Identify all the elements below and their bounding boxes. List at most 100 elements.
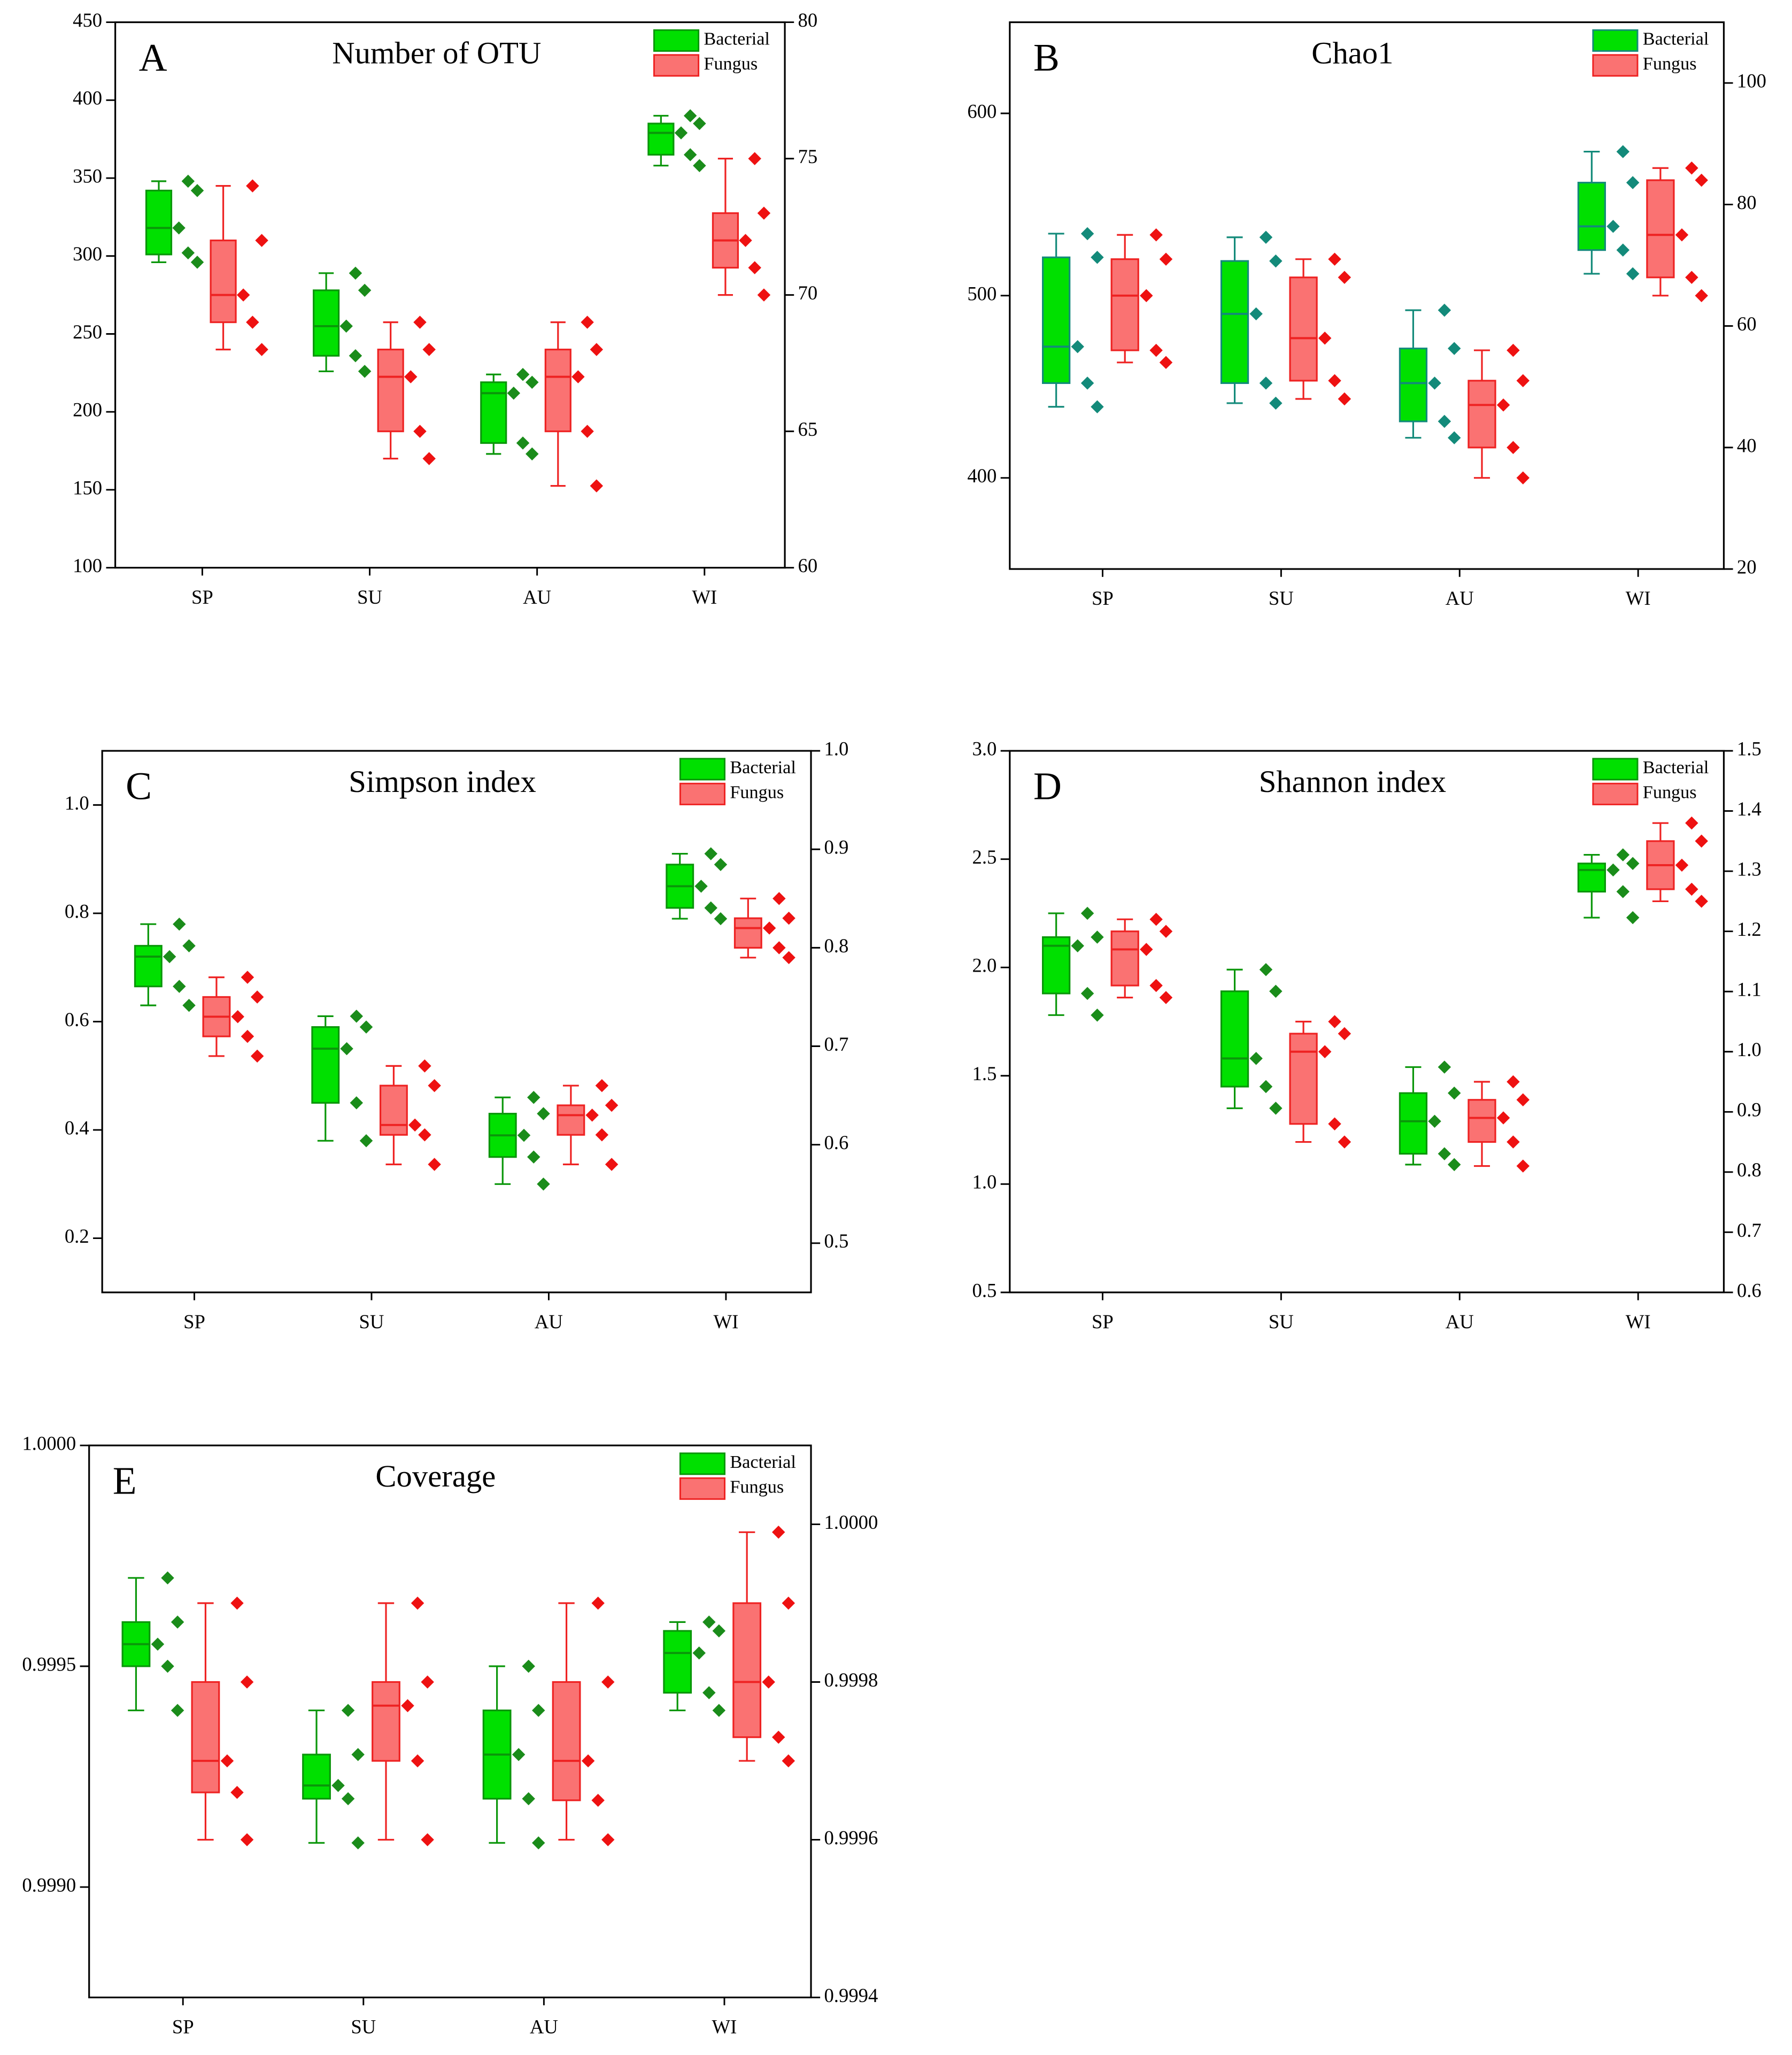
y2-tick-label: 0.8 [824, 935, 848, 957]
plot-frame [88, 1444, 812, 1998]
y-tick-label: 1.0000 [22, 1432, 76, 1454]
x-tick-label: WI [1626, 587, 1651, 609]
data-point [421, 1833, 434, 1846]
chart-title: Shannon index [1259, 764, 1446, 799]
data-point [1606, 863, 1620, 877]
y-tick-label: 500 [967, 282, 997, 304]
data-point [762, 1675, 775, 1689]
data-point [516, 436, 530, 450]
data-point [173, 980, 186, 993]
data-point [220, 1754, 234, 1768]
y2-tick-label: 80 [1737, 191, 1757, 213]
box [1399, 1092, 1428, 1155]
box [302, 1753, 331, 1800]
y2-tick-label: 0.9 [824, 836, 848, 858]
y-tick-label: 0.6 [65, 1009, 89, 1030]
data-point [241, 971, 254, 984]
y-tick-label: 250 [73, 321, 102, 343]
box [732, 1602, 762, 1738]
box [210, 240, 237, 324]
data-point [601, 1675, 615, 1689]
data-point [1338, 392, 1351, 406]
y2-tick-label: 65 [798, 418, 818, 440]
legend-swatch [1592, 758, 1639, 781]
box [1289, 1033, 1318, 1125]
data-point [1159, 252, 1173, 266]
y2-tick-label: 0.9996 [824, 1827, 878, 1849]
y-tick-label: 200 [73, 399, 102, 421]
y2-tick-label: 80 [798, 9, 818, 31]
data-point [782, 951, 795, 965]
y-tick-label: 2.0 [972, 955, 997, 976]
y-tick-label: 350 [73, 165, 102, 187]
data-point [748, 152, 761, 165]
data-point [349, 266, 362, 280]
legend-label: Bacterial [1643, 757, 1709, 778]
data-point [1606, 220, 1620, 233]
box [1399, 348, 1428, 422]
data-point [161, 1659, 174, 1673]
panel-label: D [1033, 764, 1062, 807]
x-tick-label: SP [191, 586, 213, 608]
y2-tick-label: 1.2 [1737, 918, 1762, 940]
y2-tick-label: 0.9994 [824, 1984, 878, 2006]
x-tick-label: WI [713, 1311, 738, 1333]
legend-label: Fungus [730, 1477, 784, 1497]
data-point [230, 1596, 244, 1610]
panel-label: B [1033, 36, 1060, 79]
data-point [1626, 911, 1640, 925]
data-point [246, 179, 259, 193]
y2-tick-label: 75 [798, 145, 818, 167]
box [1577, 181, 1606, 251]
legend-label: Bacterial [730, 1452, 796, 1472]
data-point [526, 375, 539, 389]
data-point [190, 256, 204, 269]
data-point [1685, 882, 1698, 896]
box [663, 1630, 692, 1694]
y2-tick-label: 0.8 [1737, 1159, 1762, 1181]
y-tick-label: 400 [73, 87, 102, 109]
y2-tick-label: 1.0 [1737, 1038, 1762, 1060]
data-point [1328, 1117, 1341, 1131]
plot-frame [1009, 750, 1725, 1294]
y-tick-label: 150 [73, 476, 102, 498]
data-point [683, 148, 697, 161]
y2-tick-label: 0.6 [1737, 1279, 1762, 1301]
data-point [240, 1675, 254, 1689]
data-point [408, 1118, 422, 1132]
x-tick-label: AU [1446, 1311, 1474, 1333]
data-point [341, 1704, 355, 1717]
y2-tick-label: 60 [798, 555, 818, 576]
chart-title: Number of OTU [332, 36, 541, 71]
data-point [1507, 343, 1520, 357]
box [1220, 260, 1249, 384]
data-point [181, 174, 195, 188]
y2-tick-label: 1.1 [1737, 979, 1762, 1000]
data-point [418, 1128, 431, 1142]
x-tick-label: AU [535, 1311, 563, 1333]
box [311, 1026, 340, 1104]
data-point [351, 1748, 365, 1761]
panel-label: C [126, 764, 152, 807]
x-tick-label: SP [183, 1311, 205, 1333]
data-point [350, 1010, 364, 1023]
data-point [1328, 374, 1341, 388]
panel-label: E [113, 1459, 137, 1502]
legend-swatch [1592, 54, 1639, 77]
data-point [246, 315, 259, 329]
y-tick-label: 3.0 [972, 738, 997, 760]
data-point [1685, 816, 1698, 830]
y-tick-label: 0.4 [65, 1117, 89, 1138]
x-tick-label: WI [1626, 1311, 1651, 1333]
box [544, 349, 571, 433]
y-tick-label: 300 [73, 243, 102, 265]
data-point [1249, 307, 1263, 321]
data-point [411, 1754, 424, 1768]
data-point [1507, 441, 1520, 455]
box [1467, 380, 1496, 449]
x-tick-label: AU [530, 2015, 558, 2037]
data-point [507, 387, 521, 400]
box [733, 917, 762, 949]
data-point [1626, 176, 1640, 189]
data-point [1149, 979, 1163, 992]
